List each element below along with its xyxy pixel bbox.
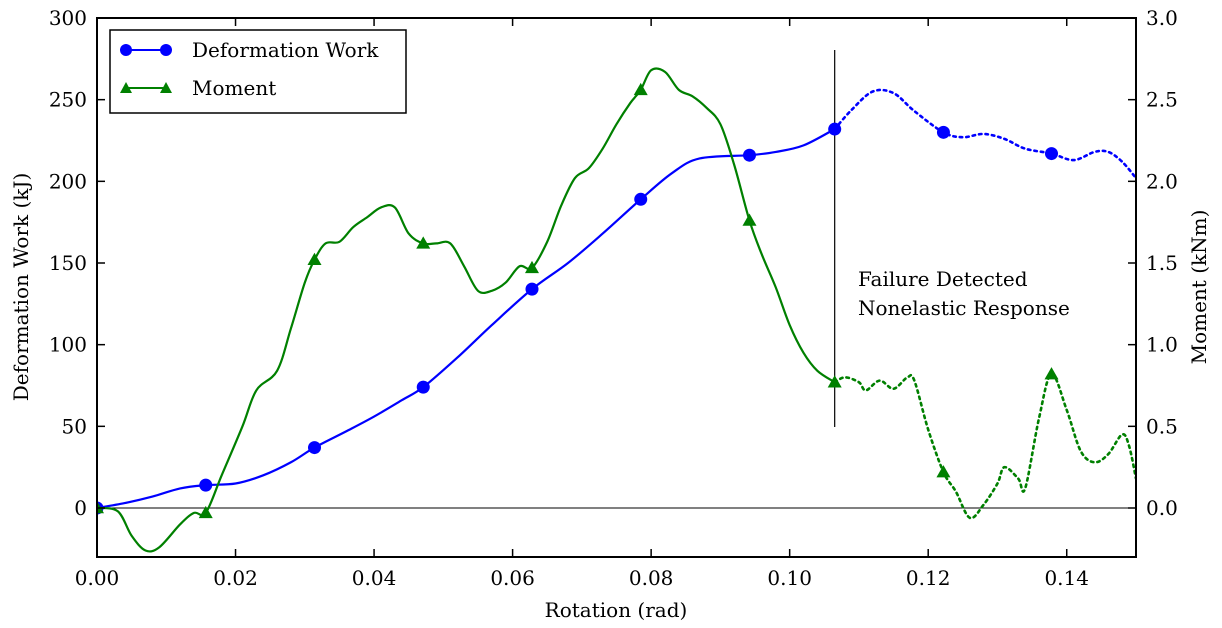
series-line-dotted-deformation-work bbox=[833, 88, 1136, 180]
y-right-tick-label: 3.0 bbox=[1146, 6, 1178, 30]
data-point-moment bbox=[1044, 367, 1059, 380]
legend-label-deformation-work: Deformation Work bbox=[192, 38, 379, 62]
data-point-moment bbox=[936, 465, 951, 478]
y-axis-title-right: Moment (kNm) bbox=[1187, 210, 1211, 365]
series-line-moment bbox=[97, 67, 836, 553]
series-line-dotted-moment bbox=[833, 372, 1136, 520]
x-axis-title: Rotation (rad) bbox=[545, 598, 688, 622]
x-tick-label: 0.00 bbox=[75, 566, 120, 590]
y-right-tick-label: 1.0 bbox=[1146, 333, 1178, 357]
y-right-tick-label: 1.5 bbox=[1146, 251, 1178, 275]
x-tick-label: 0.12 bbox=[906, 566, 951, 590]
data-point-deformation-work bbox=[936, 125, 950, 139]
data-point-moment bbox=[307, 252, 322, 265]
data-point-moment bbox=[416, 236, 431, 249]
legend-marker-deformation-work bbox=[120, 44, 132, 56]
data-point-moment bbox=[742, 213, 757, 226]
plot-frame bbox=[96, 17, 1137, 558]
x-tick-label: 0.06 bbox=[490, 566, 535, 590]
x-tick-label: 0.08 bbox=[629, 566, 674, 590]
y-left-tick-label: 0 bbox=[74, 496, 87, 520]
data-point-deformation-work bbox=[1044, 147, 1058, 161]
data-point-deformation-work bbox=[634, 192, 648, 206]
x-tick-label: 0.02 bbox=[213, 566, 258, 590]
y-left-tick-label: 150 bbox=[49, 251, 87, 275]
legend-box bbox=[109, 29, 407, 114]
y-right-tick-label: 2.0 bbox=[1146, 169, 1178, 193]
x-tick-label: 0.10 bbox=[767, 566, 812, 590]
ticks-group: 0.00 0.02 0.04 0.06 0.08 0.10 0.12 0.14 0 50 100 15… bbox=[49, 6, 1178, 590]
y-right-tick-label: 2.5 bbox=[1146, 88, 1178, 112]
data-point-moment bbox=[633, 82, 648, 96]
y-right-tick-label: 0.0 bbox=[1146, 496, 1178, 520]
legend-marker-moment bbox=[160, 82, 172, 93]
y-left-tick-label: 200 bbox=[49, 169, 87, 193]
legend-marker-deformation-work bbox=[160, 44, 172, 56]
legend-label-moment: Moment bbox=[192, 76, 276, 100]
annotation-line-2: Nonelastic Response bbox=[858, 296, 1070, 320]
legend-marker-moment bbox=[120, 82, 132, 93]
data-point-moment bbox=[827, 375, 842, 388]
y-left-tick-label: 100 bbox=[49, 333, 87, 357]
series-line-deformation-work bbox=[97, 128, 836, 510]
y-left-tick-label: 250 bbox=[49, 88, 87, 112]
data-point-deformation-work bbox=[307, 441, 321, 455]
x-tick-label: 0.14 bbox=[1044, 566, 1089, 590]
data-point-deformation-work bbox=[525, 282, 539, 296]
data-point-deformation-work bbox=[416, 380, 430, 394]
data-point-moment bbox=[97, 501, 104, 514]
data-point-deformation-work bbox=[828, 122, 842, 136]
y-left-tick-label: 50 bbox=[62, 414, 87, 438]
data-point-deformation-work bbox=[742, 148, 756, 162]
annotation-line-1: Failure Detected bbox=[858, 267, 1028, 291]
data-point-deformation-work bbox=[199, 478, 213, 492]
y-right-tick-label: 0.5 bbox=[1146, 414, 1178, 438]
legend: Deformation Work Moment bbox=[109, 29, 407, 114]
data-point-moment bbox=[524, 260, 539, 274]
data-point-moment bbox=[198, 505, 213, 519]
x-tick-label: 0.04 bbox=[352, 566, 397, 590]
y-left-tick-label: 300 bbox=[49, 6, 87, 30]
y-axis-title-left: Deformation Work (kJ) bbox=[9, 173, 33, 402]
series-group bbox=[97, 67, 1136, 553]
